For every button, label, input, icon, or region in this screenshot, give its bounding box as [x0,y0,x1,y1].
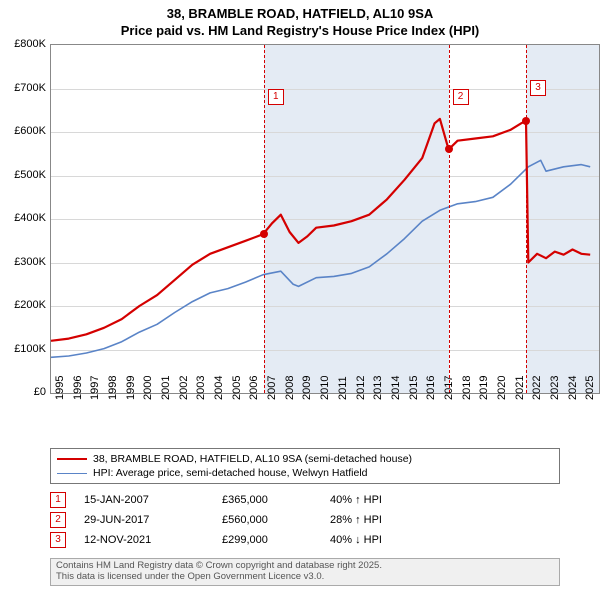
y-axis-label: £200K [0,299,46,311]
event-marker-box: 3 [530,80,546,96]
x-axis-label: 2022 [531,376,543,400]
x-axis-label: 2011 [337,376,349,400]
y-axis-label: £300K [0,256,46,268]
legend: 38, BRAMBLE ROAD, HATFIELD, AL10 9SA (se… [50,448,560,484]
title-block: 38, BRAMBLE ROAD, HATFIELD, AL10 9SA Pri… [0,0,600,40]
event-row-number: 2 [50,512,66,528]
legend-item: HPI: Average price, semi-detached house,… [57,466,553,480]
event-row: 1 15-JAN-2007 £365,000 40% ↑ HPI [50,490,560,510]
y-axis-label: £500K [0,169,46,181]
x-axis-label: 1997 [89,376,101,400]
event-row-number: 1 [50,492,66,508]
event-marker-box: 1 [268,89,284,105]
event-date: 29-JUN-2017 [84,514,204,526]
legend-swatch [57,458,87,460]
events-table: 1 15-JAN-2007 £365,000 40% ↑ HPI 2 29-JUN-201… [50,490,560,550]
title-line-1: 38, BRAMBLE ROAD, HATFIELD, AL10 9SA [0,6,600,23]
legend-label: HPI: Average price, semi-detached house,… [93,467,368,479]
y-axis-label: £100K [0,343,46,355]
series-hpi [51,160,590,357]
x-axis-label: 2003 [195,376,207,400]
x-axis-label: 2019 [478,376,490,400]
x-axis-label: 2013 [372,376,384,400]
x-axis-label: 2002 [178,376,190,400]
x-axis-label: 1995 [54,376,66,400]
event-pct: 40% ↑ HPI [330,494,450,506]
x-axis-label: 2016 [425,376,437,400]
series-layer [51,45,599,393]
y-axis-label: £0 [0,386,46,398]
event-price: £299,000 [222,534,312,546]
event-row: 3 12-NOV-2021 £299,000 40% ↓ HPI [50,530,560,550]
x-axis-label: 2010 [319,376,331,400]
chart: 1 2 3 £0 £100K £200K £300K £400K £500K £600K £700… [0,44,600,444]
event-line [264,45,265,393]
x-axis-label: 2018 [461,376,473,400]
x-axis-label: 2007 [266,376,278,400]
x-axis-label: 2024 [567,376,579,400]
event-pct: 40% ↓ HPI [330,534,450,546]
event-point-marker [522,117,530,125]
y-axis-label: £600K [0,125,46,137]
x-axis-label: 2009 [301,376,313,400]
event-price: £365,000 [222,494,312,506]
event-point-marker [260,230,268,238]
legend-item: 38, BRAMBLE ROAD, HATFIELD, AL10 9SA (se… [57,452,553,466]
series-price_paid [51,119,590,341]
event-price: £560,000 [222,514,312,526]
footer: Contains HM Land Registry data © Crown c… [50,558,560,586]
x-axis-label: 2001 [160,376,172,400]
x-axis-label: 2025 [584,376,596,400]
y-axis-label: £700K [0,82,46,94]
x-axis-label: 2023 [549,376,561,400]
event-row: 2 29-JUN-2017 £560,000 28% ↑ HPI [50,510,560,530]
legend-swatch [57,473,87,474]
x-axis-label: 2005 [231,376,243,400]
y-axis-label: £800K [0,38,46,50]
event-date: 15-JAN-2007 [84,494,204,506]
x-axis-label: 2017 [443,376,455,400]
event-point-marker [445,145,453,153]
x-axis-label: 2020 [496,376,508,400]
x-axis-label: 2021 [514,376,526,400]
x-axis-label: 2014 [390,376,402,400]
event-marker-box: 2 [453,89,469,105]
title-line-2: Price paid vs. HM Land Registry's House … [0,23,600,40]
y-axis-label: £400K [0,212,46,224]
x-axis-label: 2008 [284,376,296,400]
x-axis-label: 2006 [248,376,260,400]
event-date: 12-NOV-2021 [84,534,204,546]
x-axis-label: 1996 [72,376,84,400]
x-axis-label: 1999 [125,376,137,400]
event-row-number: 3 [50,532,66,548]
event-pct: 28% ↑ HPI [330,514,450,526]
x-axis-label: 2015 [408,376,420,400]
x-axis-label: 1998 [107,376,119,400]
event-line [526,45,527,393]
x-axis-label: 2012 [355,376,367,400]
x-axis-label: 2004 [213,376,225,400]
footer-line-2: This data is licensed under the Open Gov… [56,572,554,583]
event-line [449,45,450,393]
plot-area: 1 2 3 [50,44,600,394]
legend-label: 38, BRAMBLE ROAD, HATFIELD, AL10 9SA (se… [93,453,412,465]
x-axis-label: 2000 [142,376,154,400]
